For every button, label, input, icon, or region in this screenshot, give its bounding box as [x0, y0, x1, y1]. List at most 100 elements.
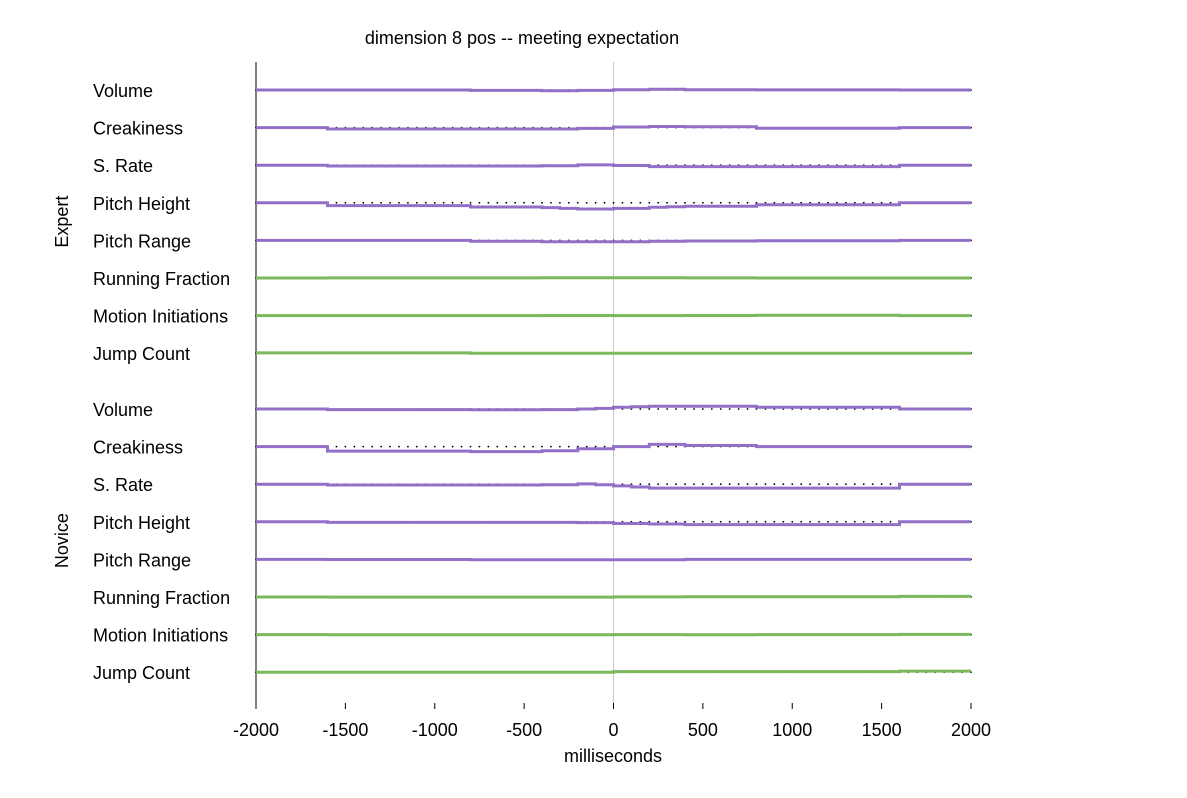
baseline-dot: [532, 445, 534, 448]
series-line: [256, 482, 971, 490]
baseline-dot: [809, 201, 812, 204]
series-line: [256, 163, 971, 169]
baseline-dot: [719, 408, 722, 410]
baseline-dot: [675, 201, 677, 204]
baseline-dot: [675, 408, 677, 410]
track-label: Motion Initiations: [93, 307, 228, 327]
group-label: Novice: [52, 513, 72, 568]
baseline-dot: [344, 445, 347, 448]
series-line: [256, 442, 971, 454]
baseline-dot: [853, 520, 856, 523]
baseline-dot: [684, 408, 686, 410]
baseline-dot: [612, 201, 615, 204]
baseline-dot: [603, 445, 606, 448]
baseline-dot: [433, 445, 436, 448]
baseline-dot: [791, 520, 794, 523]
x-tick-label: 500: [688, 720, 718, 740]
baseline-dot: [415, 445, 418, 448]
baseline-dot: [505, 201, 508, 204]
baseline-dot: [576, 201, 579, 204]
baseline-dot: [487, 201, 490, 204]
baseline-dot: [657, 408, 660, 410]
baseline-dot: [362, 201, 365, 204]
baseline-dot: [836, 201, 838, 204]
baseline-dot: [737, 408, 740, 410]
baseline-dot: [800, 201, 803, 204]
baseline-dot: [862, 520, 865, 523]
x-tick-label: -2000: [233, 720, 279, 740]
baseline-dot: [335, 201, 338, 204]
baseline-dot: [496, 201, 499, 204]
baseline-dot: [818, 483, 820, 486]
x-tick-label: 1000: [772, 720, 812, 740]
baseline-dot: [693, 201, 695, 204]
baseline-dot: [532, 201, 534, 204]
track-label: Jump Count: [93, 663, 190, 683]
baseline-dot: [746, 520, 749, 523]
group-label: Expert: [52, 196, 72, 248]
baseline-dot: [648, 201, 651, 204]
baseline-dot: [827, 483, 829, 486]
baseline-dot: [344, 201, 347, 204]
baseline-dot: [514, 445, 517, 448]
baseline-dot: [684, 520, 686, 523]
baseline-dot: [737, 201, 740, 204]
baseline-dot: [737, 483, 740, 486]
baseline-dot: [764, 201, 767, 204]
baseline-dot: [684, 483, 686, 486]
baseline-dot: [666, 483, 669, 486]
baseline-dot: [335, 445, 338, 448]
baseline-dot: [639, 201, 642, 204]
baseline-dot: [880, 483, 883, 486]
baseline-dot: [755, 201, 758, 204]
track-label: Pitch Height: [93, 513, 190, 533]
baseline-dot: [630, 201, 633, 204]
x-tick-label: 2000: [951, 720, 991, 740]
baseline-dot: [693, 520, 695, 523]
baseline-dot: [701, 483, 704, 486]
baseline-dot: [567, 201, 570, 204]
baseline-dot: [415, 201, 418, 204]
baseline-dot: [827, 201, 829, 204]
x-tick-label: 1500: [862, 720, 902, 740]
baseline-dot: [460, 445, 463, 448]
baseline-dot: [442, 445, 445, 448]
baseline-dot: [505, 445, 508, 448]
baseline-dot: [818, 201, 820, 204]
baseline-dot: [478, 201, 481, 204]
baseline-dot: [585, 445, 588, 448]
baseline-dot: [701, 408, 704, 410]
baseline-dot: [675, 520, 677, 523]
baseline-dot: [871, 483, 874, 486]
baseline-dot: [451, 445, 454, 448]
baseline-dot: [764, 483, 767, 486]
baseline-dot: [389, 445, 391, 448]
baseline-dot: [710, 408, 713, 410]
baseline-dot: [621, 201, 624, 204]
baseline-dot: [496, 445, 499, 448]
baseline-dot: [782, 201, 785, 204]
baseline-dot: [407, 445, 409, 448]
baseline-dot: [594, 201, 597, 204]
baseline-dot: [594, 445, 597, 448]
baseline-dot: [442, 201, 445, 204]
baseline-dot: [550, 445, 552, 448]
baseline-dot: [460, 201, 463, 204]
baseline-dot: [853, 201, 856, 204]
x-tick-label: -500: [506, 720, 542, 740]
baseline-dot: [567, 445, 570, 448]
baseline-dot: [550, 201, 552, 204]
baseline-dot: [380, 445, 383, 448]
baseline-dot: [746, 408, 749, 410]
baseline-dot: [862, 483, 865, 486]
track-label: S. Rate: [93, 156, 153, 176]
baseline-dot: [657, 445, 660, 448]
baseline-dot: [585, 201, 588, 204]
baseline-dot: [648, 483, 651, 486]
chart-title: dimension 8 pos -- meeting expectation: [365, 28, 679, 48]
track-label: Motion Initiations: [93, 626, 228, 646]
baseline-dot: [398, 445, 400, 448]
baseline-dot: [773, 483, 776, 486]
track-label: Creakiness: [93, 119, 183, 139]
series-line: [256, 404, 971, 412]
